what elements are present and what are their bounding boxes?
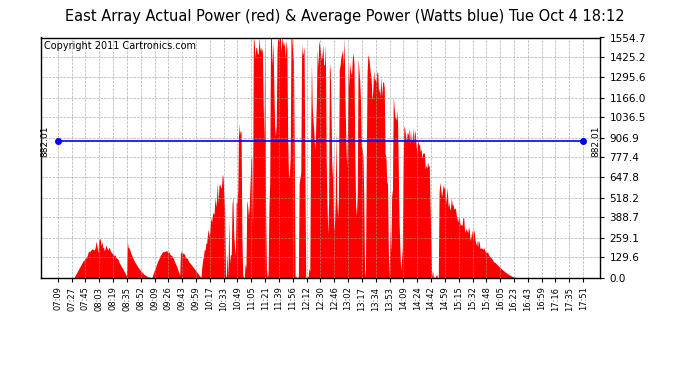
Text: East Array Actual Power (red) & Average Power (Watts blue) Tue Oct 4 18:12: East Array Actual Power (red) & Average … [65,9,625,24]
Text: 882.01: 882.01 [40,126,49,157]
Text: Copyright 2011 Cartronics.com: Copyright 2011 Cartronics.com [44,41,196,51]
Text: 882.01: 882.01 [591,126,600,157]
